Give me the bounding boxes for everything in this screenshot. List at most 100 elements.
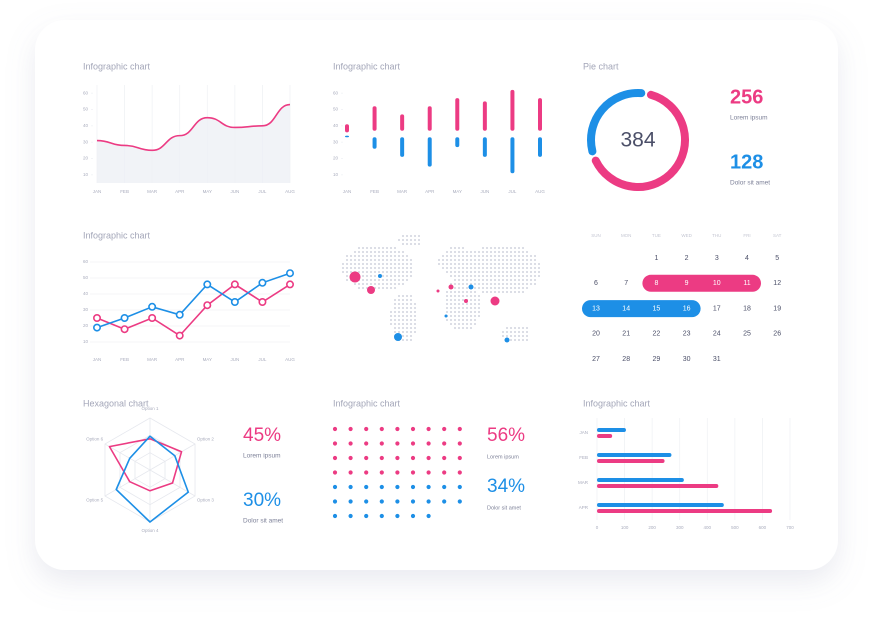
map-dot: [498, 283, 500, 285]
map-bubble: [464, 299, 468, 303]
map-dot: [358, 271, 360, 273]
map-dot: [390, 315, 392, 317]
map-dot: [446, 311, 448, 313]
map-dot: [374, 259, 376, 261]
map-dot: [466, 315, 468, 317]
map-dot: [458, 259, 460, 261]
map-dot: [354, 259, 356, 261]
point: [285, 280, 294, 289]
map-dot: [446, 299, 448, 301]
map-dot: [394, 267, 396, 269]
map-dot: [490, 291, 492, 293]
map-dot: [410, 275, 412, 277]
stat-label: Lorem ipsum: [730, 115, 768, 122]
map-dot: [394, 319, 396, 321]
map-dot: [450, 271, 452, 273]
map-dot: [462, 251, 464, 253]
bar: [597, 509, 773, 513]
map-dot: [466, 251, 468, 253]
map-dot: [358, 287, 360, 289]
date: 10: [713, 280, 721, 287]
map-dot: [366, 255, 368, 257]
map-dot: [446, 259, 448, 261]
map-dot: [462, 267, 464, 269]
map-dot: [518, 247, 520, 249]
map-dot: [402, 263, 404, 265]
dot: [457, 441, 462, 446]
map-dot: [374, 279, 376, 281]
dot: [457, 470, 462, 475]
date: 7: [624, 280, 628, 287]
map-dot: [514, 275, 516, 277]
point: [203, 280, 212, 289]
dot: [442, 441, 447, 446]
dot: [379, 426, 384, 432]
map-dot: [502, 331, 504, 333]
dot: [457, 426, 462, 432]
map-dot: [406, 307, 408, 309]
map-dot: [474, 315, 476, 317]
dot: [410, 441, 416, 446]
map-dot: [378, 247, 380, 249]
stat-value: 34%: [487, 476, 525, 497]
map-dot: [410, 323, 412, 325]
map-dot: [526, 251, 528, 253]
map-dot: [394, 327, 396, 329]
map-dot: [494, 287, 496, 289]
map-dot: [386, 271, 388, 273]
map-dot: [510, 339, 512, 341]
map-dot: [370, 271, 372, 273]
map-dot: [510, 267, 512, 269]
map-dot: [450, 259, 452, 261]
map-dot: [402, 311, 404, 313]
x-tick-label: 400: [704, 525, 712, 530]
map-dot: [454, 319, 456, 321]
map-dot: [482, 291, 484, 293]
map-dot: [350, 263, 352, 265]
map-dot: [470, 295, 472, 297]
map-dot: [538, 275, 540, 277]
map-dot: [490, 279, 492, 281]
map-dot: [474, 307, 476, 309]
map-dot: [502, 271, 504, 273]
map-dot: [462, 315, 464, 317]
map-dot: [502, 251, 504, 253]
map-dot: [378, 283, 380, 285]
weekday: WED: [681, 233, 692, 238]
map-dot: [514, 247, 516, 249]
x-tick-label: 0: [596, 525, 599, 530]
map-dot: [394, 259, 396, 261]
map-dot: [502, 291, 504, 293]
map-dot: [462, 291, 464, 293]
map-dot: [454, 247, 456, 249]
map-dot: [410, 235, 412, 237]
map-dot: [398, 319, 400, 321]
map-dot: [474, 299, 476, 301]
map-dot: [470, 327, 472, 329]
map-bubble: [504, 337, 510, 343]
map-dot: [366, 259, 368, 261]
map-dot: [514, 291, 516, 293]
map-dot: [514, 251, 516, 253]
map-dot: [482, 263, 484, 265]
range-bar: [400, 114, 405, 131]
map-dot: [410, 311, 412, 313]
map-dot: [458, 291, 460, 293]
map-dot: [398, 311, 400, 313]
map-dot: [450, 283, 452, 285]
point: [203, 301, 212, 310]
map-dot: [390, 283, 392, 285]
map-dot: [410, 315, 412, 317]
map-dot: [510, 287, 512, 289]
dot: [410, 513, 416, 519]
map-dot: [526, 279, 528, 281]
y-tick-label: 40: [83, 291, 89, 296]
map-dot: [454, 327, 456, 329]
map-dot: [450, 311, 452, 313]
stat-value: 45%: [243, 425, 281, 446]
map-dot: [454, 295, 456, 297]
map-dot: [482, 255, 484, 257]
map-dot: [362, 267, 364, 269]
map-dot: [398, 303, 400, 305]
